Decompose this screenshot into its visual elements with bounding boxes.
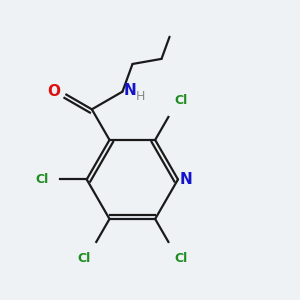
Text: N: N <box>124 83 137 98</box>
Text: Cl: Cl <box>77 252 90 265</box>
Text: Cl: Cl <box>174 94 188 107</box>
Text: O: O <box>47 84 61 99</box>
Text: Cl: Cl <box>174 252 188 265</box>
Text: N: N <box>179 172 192 187</box>
Text: Cl: Cl <box>35 173 48 186</box>
Text: H: H <box>136 90 145 103</box>
